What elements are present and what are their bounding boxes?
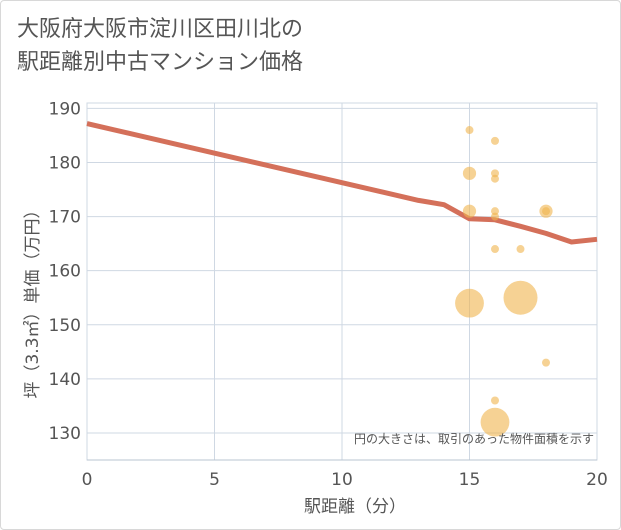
axes: 0 5 10 15 20 130 140 150 160 170 180 190 (49, 99, 608, 490)
x-tick-label: 20 (586, 470, 608, 490)
chart-title-line2: 駅距離別中古マンション価格 (17, 50, 304, 75)
data-point (465, 126, 474, 135)
data-point (480, 407, 510, 437)
chart-title: 大阪府大阪市淀川区田川北の 駅距離別中古マンション価格 (17, 13, 437, 79)
data-point (503, 280, 538, 315)
data-point (491, 245, 499, 254)
x-tick-label: 5 (209, 470, 220, 490)
size-note: 円の大きさは、取引のあった物件面積を示す (354, 431, 594, 446)
y-tick-label: 160 (49, 262, 81, 282)
data-point (455, 288, 484, 318)
data-point (516, 245, 525, 254)
data-point (491, 396, 499, 405)
data-points (455, 126, 553, 437)
data-point (462, 204, 477, 218)
x-tick-label: 0 (82, 470, 93, 490)
y-tick-label: 180 (49, 154, 81, 174)
x-axis-label: 駅距離（分） (304, 497, 406, 517)
data-point (491, 174, 499, 183)
y-tick-label: 170 (49, 208, 81, 228)
x-tick-label: 15 (459, 470, 481, 490)
data-point (491, 136, 499, 145)
data-point (491, 212, 499, 221)
data-point (542, 207, 550, 216)
data-point (542, 358, 550, 367)
chart-title-line1: 大阪府大阪市淀川区田川北の (17, 17, 304, 42)
y-tick-label: 190 (49, 99, 81, 119)
y-tick-label: 130 (49, 424, 81, 444)
data-point (462, 166, 477, 180)
y-tick-label: 140 (49, 370, 81, 390)
grid-lines (86, 102, 598, 461)
y-axis-label: 坪（3.3㎡）単価（万円） (23, 201, 43, 398)
x-tick-label: 10 (331, 470, 353, 490)
y-tick-label: 150 (49, 316, 81, 336)
